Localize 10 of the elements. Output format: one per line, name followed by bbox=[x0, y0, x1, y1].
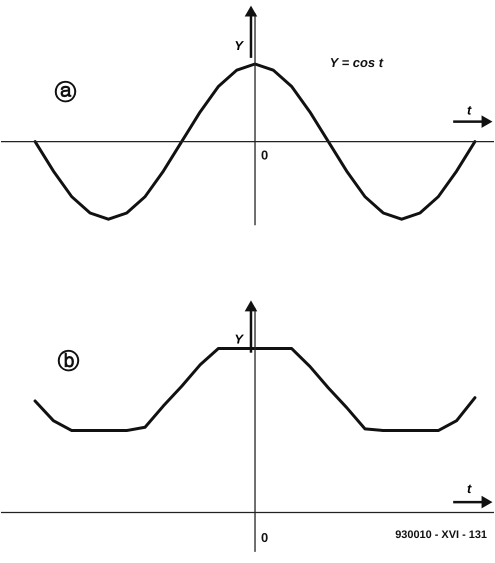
text: 930010 - XVI - 131 bbox=[395, 528, 488, 541]
y-axis-title: Y bbox=[234, 38, 244, 53]
y-axis-title: Y bbox=[234, 332, 244, 347]
annotation: ⓑ bbox=[58, 350, 80, 375]
text: 0 bbox=[260, 530, 268, 545]
x-axis-title: t bbox=[466, 102, 472, 118]
annotation: Y = cos t bbox=[330, 54, 384, 70]
annotation: ⓐ bbox=[54, 80, 77, 106]
x-axis-title: t bbox=[466, 481, 472, 496]
annotation: 0 bbox=[260, 147, 268, 162]
